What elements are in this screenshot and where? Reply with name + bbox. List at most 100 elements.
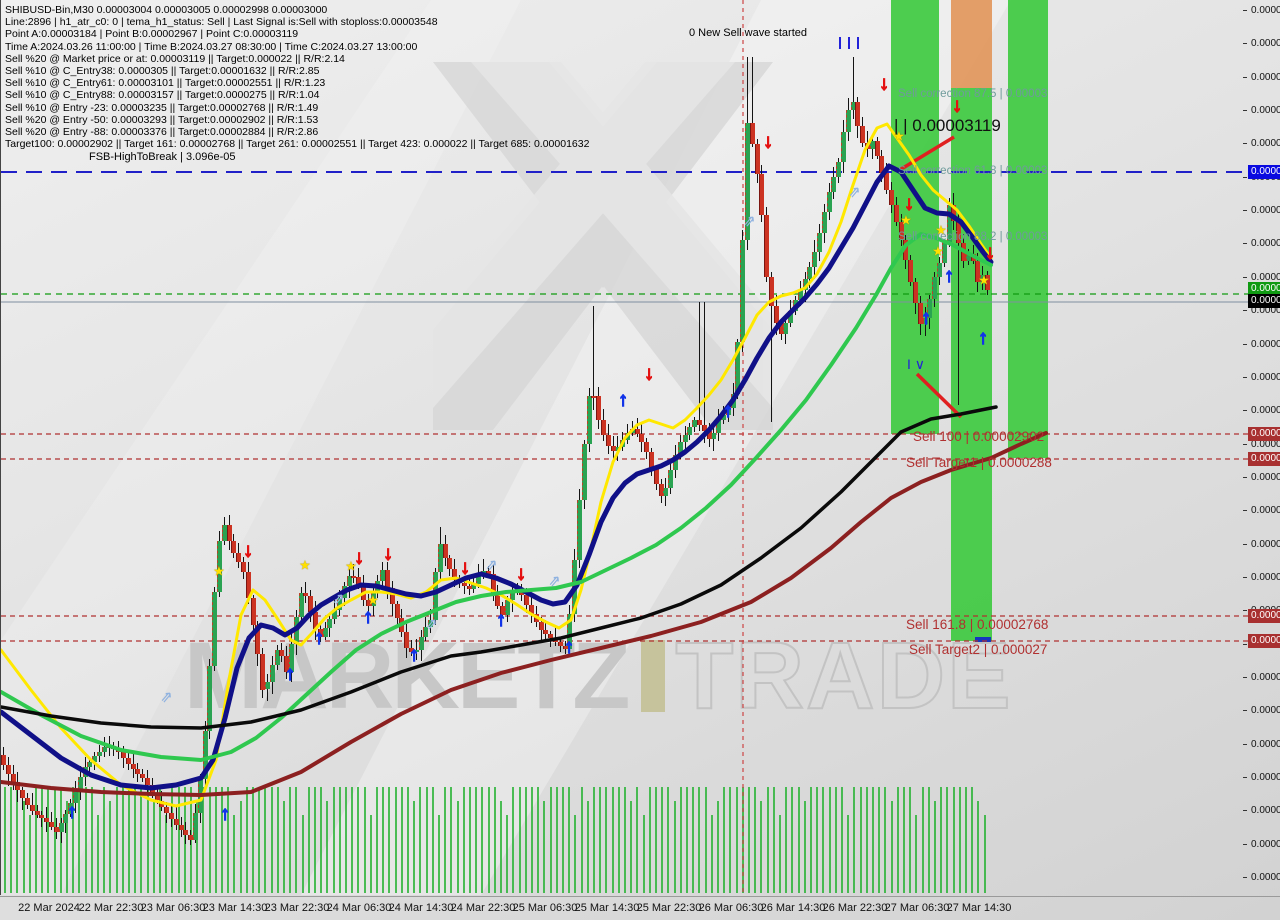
volume-stripe — [425, 787, 428, 893]
signal-star-icon: ★ — [932, 243, 944, 259]
volume-stripe — [183, 787, 186, 893]
volume-stripe — [90, 787, 93, 893]
candle-body — [716, 420, 722, 434]
volume-stripe — [438, 815, 440, 893]
buy-arrow-icon: ↑ — [618, 389, 629, 411]
volume-stripe — [221, 787, 223, 893]
candle-body — [25, 797, 30, 805]
candle-body — [663, 488, 669, 496]
candle-body — [821, 212, 827, 233]
candle-body — [250, 597, 256, 625]
candle-wick — [636, 417, 638, 437]
candle-body — [317, 628, 323, 637]
candle-body — [644, 441, 650, 452]
time-axis[interactable]: 22 Mar 2024 22 Mar 22:30 23 Mar 06:30 23 Ma… — [0, 896, 1280, 920]
candle-body — [154, 792, 160, 801]
sell-arrow-icon: ↓ — [879, 73, 890, 95]
price-tick — [1243, 543, 1247, 545]
volume-stripe — [121, 787, 124, 893]
signal-star-icon: ★ — [367, 592, 379, 608]
volume-stripe — [208, 787, 211, 893]
volume-stripe — [729, 787, 732, 893]
time-tick-label: 24 Mar 22:30 — [450, 902, 516, 914]
candle-body — [913, 281, 918, 304]
candle-body — [442, 544, 448, 558]
candle-body — [634, 429, 640, 434]
candle-body — [169, 812, 174, 819]
time-tick-label: 26 Mar 14:30 — [760, 902, 826, 914]
candle-body — [505, 600, 510, 615]
candle-body — [898, 221, 904, 240]
volume-stripe — [890, 801, 893, 893]
sell-target2-label: Sell Target2 | 0.000027 — [909, 642, 1048, 657]
buy-arrow-icon: ↑ — [67, 801, 78, 823]
volume-stripe — [958, 787, 961, 893]
price-tick-label: 0.00002945 — [1251, 371, 1280, 383]
volume-stripe — [506, 815, 509, 893]
volume-stripe — [407, 787, 409, 893]
chart-plot-area[interactable]: MARKETZ TRADE ↓ ↓ ↓ ↓ ↓ ↓ ↓ ↓ ↓ ↓ ↓ ↑ ↑ ↑ ↑ ↑ ↑ ↑ ↑ ↑ ↑ ↑ ↑ ↑ ⇑ ⇑ ⇑… — [0, 0, 1249, 895]
signal-star-icon: ★ — [935, 222, 947, 238]
candle-body — [308, 595, 314, 612]
volume-stripe — [748, 787, 750, 893]
candle-body — [893, 205, 899, 222]
red-trend-line-2 — [915, 372, 963, 419]
volume-stripe — [202, 787, 205, 893]
price-tick — [1243, 643, 1247, 645]
time-tick-label: 25 Mar 14:30 — [574, 902, 640, 914]
volume-stripe — [760, 801, 763, 893]
volume-stripe — [673, 801, 676, 893]
volume-stripe — [369, 815, 372, 893]
volume-stripe — [524, 787, 527, 893]
signal-star-icon: ★ — [213, 563, 225, 579]
candle-body — [20, 790, 26, 798]
wave-iv-mark: I ∨ — [907, 356, 926, 372]
candle-body — [125, 757, 131, 764]
volume-stripe — [810, 787, 812, 893]
candle-wick — [699, 302, 700, 431]
volume-stripe — [456, 801, 459, 893]
candle-body — [668, 470, 674, 488]
candle-body — [346, 575, 352, 587]
candle-body — [178, 824, 184, 831]
sell-arrow-icon: ↓ — [383, 543, 394, 565]
volume-stripe — [872, 787, 874, 893]
volume-stripe — [16, 787, 19, 893]
volume-stripe — [78, 787, 81, 893]
sell-100-label: Sell 100 | 0.00002902 — [913, 429, 1045, 444]
volume-stripe — [717, 801, 719, 893]
candle-body — [269, 665, 275, 683]
candle-wick — [415, 639, 417, 660]
candle-body — [135, 769, 141, 774]
volume-stripe — [283, 801, 285, 893]
candle-body — [908, 260, 914, 282]
candle-body — [44, 818, 50, 822]
candle-body — [255, 624, 261, 654]
volume-stripe — [159, 787, 161, 893]
price-tick-label: 0.0000257 — [1251, 872, 1280, 884]
volume-stripe — [562, 787, 564, 893]
sell-arrow-icon: ↓ — [904, 193, 915, 215]
price-axis[interactable]: 0.0000322 0.00003195 0.0000317 0.00003145 0.… — [1243, 0, 1280, 920]
candle-body — [711, 433, 717, 440]
volume-stripe — [493, 787, 496, 893]
volume-stripe — [363, 787, 366, 893]
candle-body — [58, 823, 64, 832]
price-tick — [1243, 376, 1247, 378]
candle-body — [97, 751, 102, 756]
candle-wick — [958, 211, 960, 405]
volume-stripe — [617, 787, 620, 893]
info-line: Sell %10 @ C_Entry88: 0.00003157 || Targ… — [5, 89, 320, 102]
candle-body — [567, 614, 573, 649]
candle-body — [980, 274, 986, 282]
signal-star-icon: ★ — [893, 128, 905, 144]
volume-stripe — [233, 815, 236, 893]
candle-body — [274, 650, 280, 665]
price-tick-label: 0.00002845 — [1251, 505, 1280, 517]
volume-stripe — [692, 787, 695, 893]
candle-body — [303, 593, 309, 596]
volume-stripe — [4, 787, 6, 893]
volume-stripe — [332, 787, 335, 893]
volume-stripe — [971, 787, 974, 893]
volume-stripe — [252, 787, 254, 893]
